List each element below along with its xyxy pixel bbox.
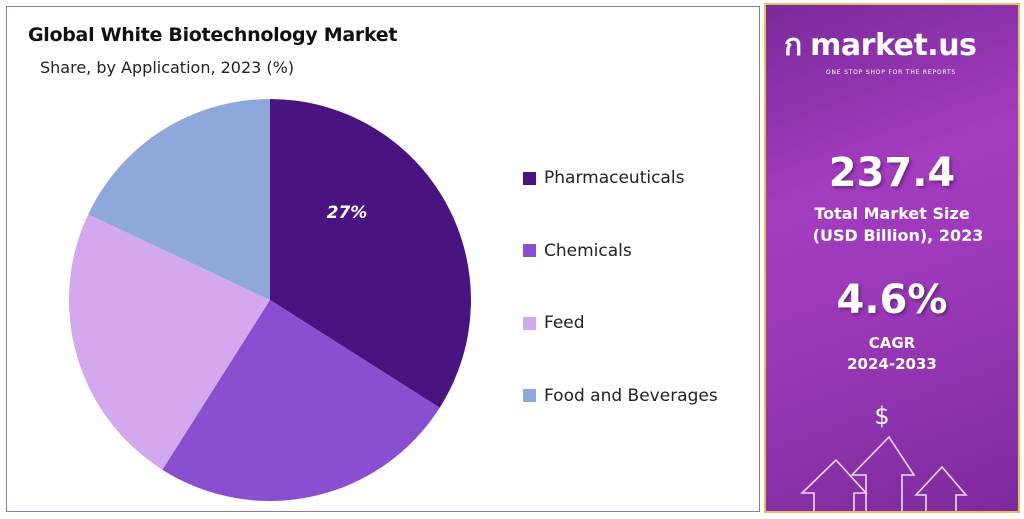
logo-tagline: ONE STOP SHOP FOR THE REPORTS xyxy=(826,69,957,76)
pie-slice-pharmaceuticals xyxy=(270,99,471,408)
summary-panel: ก market.us ONE STOP SHOP FOR THE REPORT… xyxy=(764,3,1020,513)
chart-subtitle: Share, by Application, 2023 (%) xyxy=(40,58,295,77)
chart-title: Global White Biotechnology Market xyxy=(28,24,398,46)
cagr-value: 4.6% xyxy=(836,277,948,323)
logo-text: market.us xyxy=(810,28,977,63)
legend-item: Chemicals xyxy=(523,239,718,263)
pie-slice-feed xyxy=(68,214,270,470)
chart-frame xyxy=(6,6,760,512)
legend-swatch xyxy=(523,244,536,257)
legend-item: Pharmaceuticals xyxy=(523,166,718,190)
cagr-label: CAGR xyxy=(868,334,916,352)
legend-label: Food and Beverages xyxy=(544,385,718,406)
cagr-period: 2024-2033 xyxy=(847,355,937,373)
legend-label: Chemicals xyxy=(544,240,632,261)
legend: Pharmaceuticals Chemicals Feed Food and Bev… xyxy=(523,166,718,456)
legend-item: Food and Beverages xyxy=(523,384,718,408)
logo-icon: ก xyxy=(784,28,803,63)
market-size-unit: (USD Billion), 2023 xyxy=(812,226,984,245)
market-size-label: Total Market Size xyxy=(814,204,970,223)
pie-slice-chemicals xyxy=(162,300,440,501)
growth-arrows-icon xyxy=(800,435,968,511)
legend-label: Pharmaceuticals xyxy=(544,168,685,188)
pie-chart: 27% xyxy=(68,98,471,501)
legend-label: Feed xyxy=(544,313,585,333)
logo: ก market.us xyxy=(784,28,977,63)
legend-item: Feed xyxy=(523,311,718,335)
pie-slice-food-and-beverages xyxy=(88,98,270,300)
legend-swatch xyxy=(523,171,536,185)
market-size-value: 237.4 xyxy=(828,150,956,196)
dollar-icon: $ xyxy=(874,402,890,430)
legend-swatch xyxy=(523,316,536,330)
legend-swatch xyxy=(523,389,536,402)
data-label: 27% xyxy=(327,203,368,223)
